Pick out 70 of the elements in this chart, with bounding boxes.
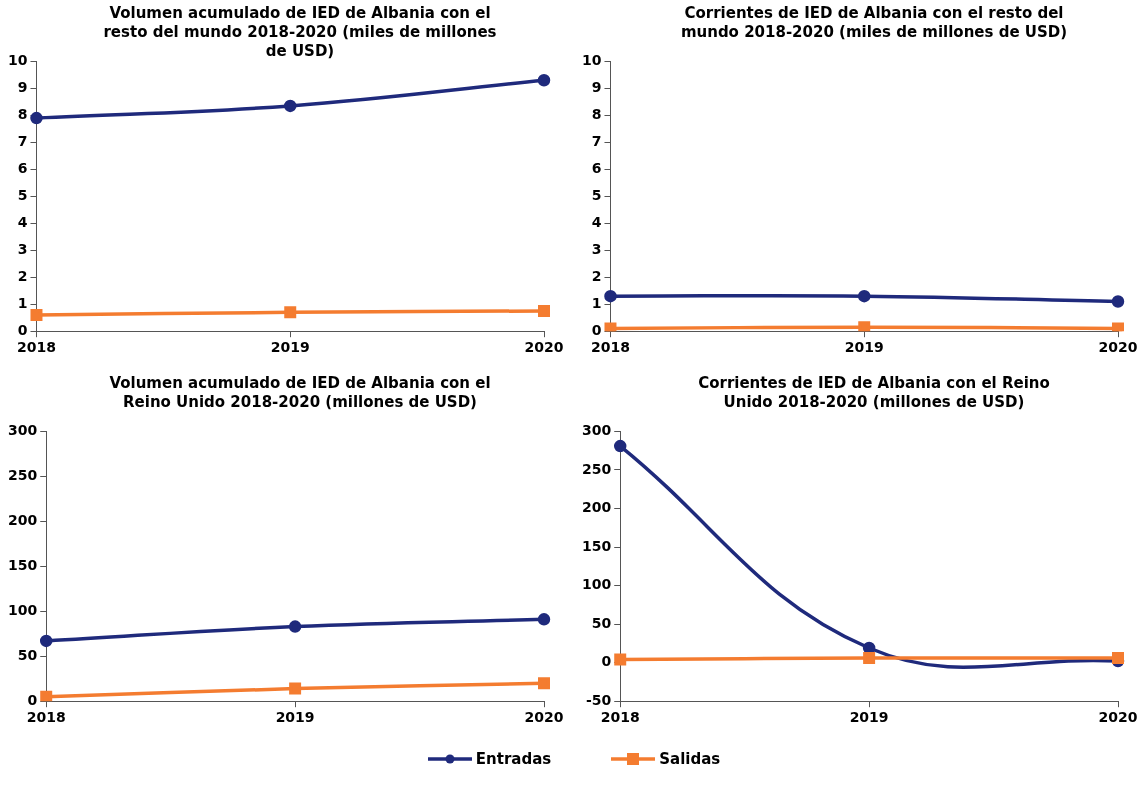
- y-tick-label: -50: [585, 691, 612, 708]
- y-tick-label: 100: [581, 576, 612, 593]
- y-tick-label: 250: [581, 460, 612, 477]
- x-tick-label: 2018: [17, 339, 56, 356]
- point: [537, 74, 551, 87]
- y-tick-label: 4: [591, 213, 602, 230]
- y-tick-label: 300: [7, 422, 38, 439]
- x-tick-label: 2018: [591, 339, 630, 356]
- point: [288, 620, 302, 633]
- y-tick-label: 300: [581, 422, 612, 439]
- point: [30, 111, 43, 125]
- y-tick-label: 7: [591, 132, 602, 149]
- x-tick-label: 2019: [270, 339, 310, 356]
- x-tick-label: 2020: [1098, 709, 1138, 726]
- y-tick-label: 9: [17, 79, 28, 96]
- y-tick-label: 10: [582, 52, 602, 69]
- y-tick-label: 8: [17, 106, 28, 122]
- x-tick-label: 2018: [600, 709, 640, 726]
- chart-title: Corrientes de IED de Albania con el Reino Unido 2018-2020 (millones de USD): [697, 374, 1051, 412]
- y-tick-label: 0: [601, 653, 612, 670]
- y-tick-label: 0: [27, 691, 38, 708]
- point: [537, 613, 551, 626]
- legend-label: Entradas: [475, 750, 552, 768]
- y-tick-label: 150: [581, 537, 612, 554]
- point: [284, 306, 297, 319]
- x-tick-label: 2019: [844, 339, 884, 356]
- y-tick-label: 1: [17, 294, 28, 311]
- x-tick-label: 2020: [524, 339, 564, 356]
- point: [614, 653, 627, 666]
- x-tick-label: 2018: [26, 709, 66, 726]
- y-tick-label: 8: [591, 106, 602, 122]
- y-tick-label: 3: [17, 240, 28, 257]
- y-tick-label: 10: [8, 52, 28, 69]
- y-tick-label: 7: [17, 132, 28, 149]
- point: [289, 682, 302, 695]
- y-tick-label: 150: [7, 556, 38, 573]
- legend-label: Salidas: [659, 750, 721, 768]
- point: [538, 304, 550, 317]
- x-tick-label: 2019: [849, 709, 889, 726]
- y-tick-label: 0: [17, 321, 28, 338]
- y-tick-label: 9: [591, 79, 602, 96]
- y-tick-label: 3: [591, 240, 602, 257]
- y-tick-label: 5: [17, 186, 28, 203]
- point: [30, 309, 43, 322]
- y-tick-label: 1: [591, 294, 602, 311]
- y-tick-label: 5: [591, 186, 602, 203]
- y-tick-label: 6: [17, 159, 28, 176]
- x-tick-label: 2020: [1098, 339, 1138, 356]
- x-tick-label: 2020: [524, 709, 564, 726]
- point: [613, 439, 627, 453]
- y-tick-label: 50: [591, 614, 612, 631]
- chart-title: Volumen acumulado de IED de Albania con el Reino Unido 2018-2020 (millones de USD): [108, 374, 492, 412]
- y-tick-label: 0: [591, 321, 602, 338]
- point: [538, 677, 550, 690]
- y-tick-label: 100: [7, 601, 38, 618]
- y-tick-label: 50: [17, 646, 38, 663]
- point: [39, 634, 53, 648]
- y-tick-label: 6: [591, 159, 602, 176]
- y-tick-label: 2: [591, 267, 602, 284]
- chart-title: Corrientes de IED de Albania con el resto del mundo 2018-2020 (miles de millones de USD): [679, 4, 1069, 42]
- point: [283, 99, 297, 113]
- point: [863, 652, 876, 665]
- y-tick-label: 200: [581, 499, 612, 516]
- x-tick-label: 2019: [275, 709, 315, 726]
- chart-title: Volumen acumulado de IED de Albania con el resto del mundo 2018-2020 (miles de millones de USD): [102, 4, 498, 61]
- y-tick-label: 2: [17, 267, 28, 284]
- y-tick-label: 200: [7, 511, 38, 528]
- point: [40, 690, 53, 702]
- y-tick-label: 4: [17, 213, 28, 230]
- y-tick-label: 250: [7, 467, 38, 484]
